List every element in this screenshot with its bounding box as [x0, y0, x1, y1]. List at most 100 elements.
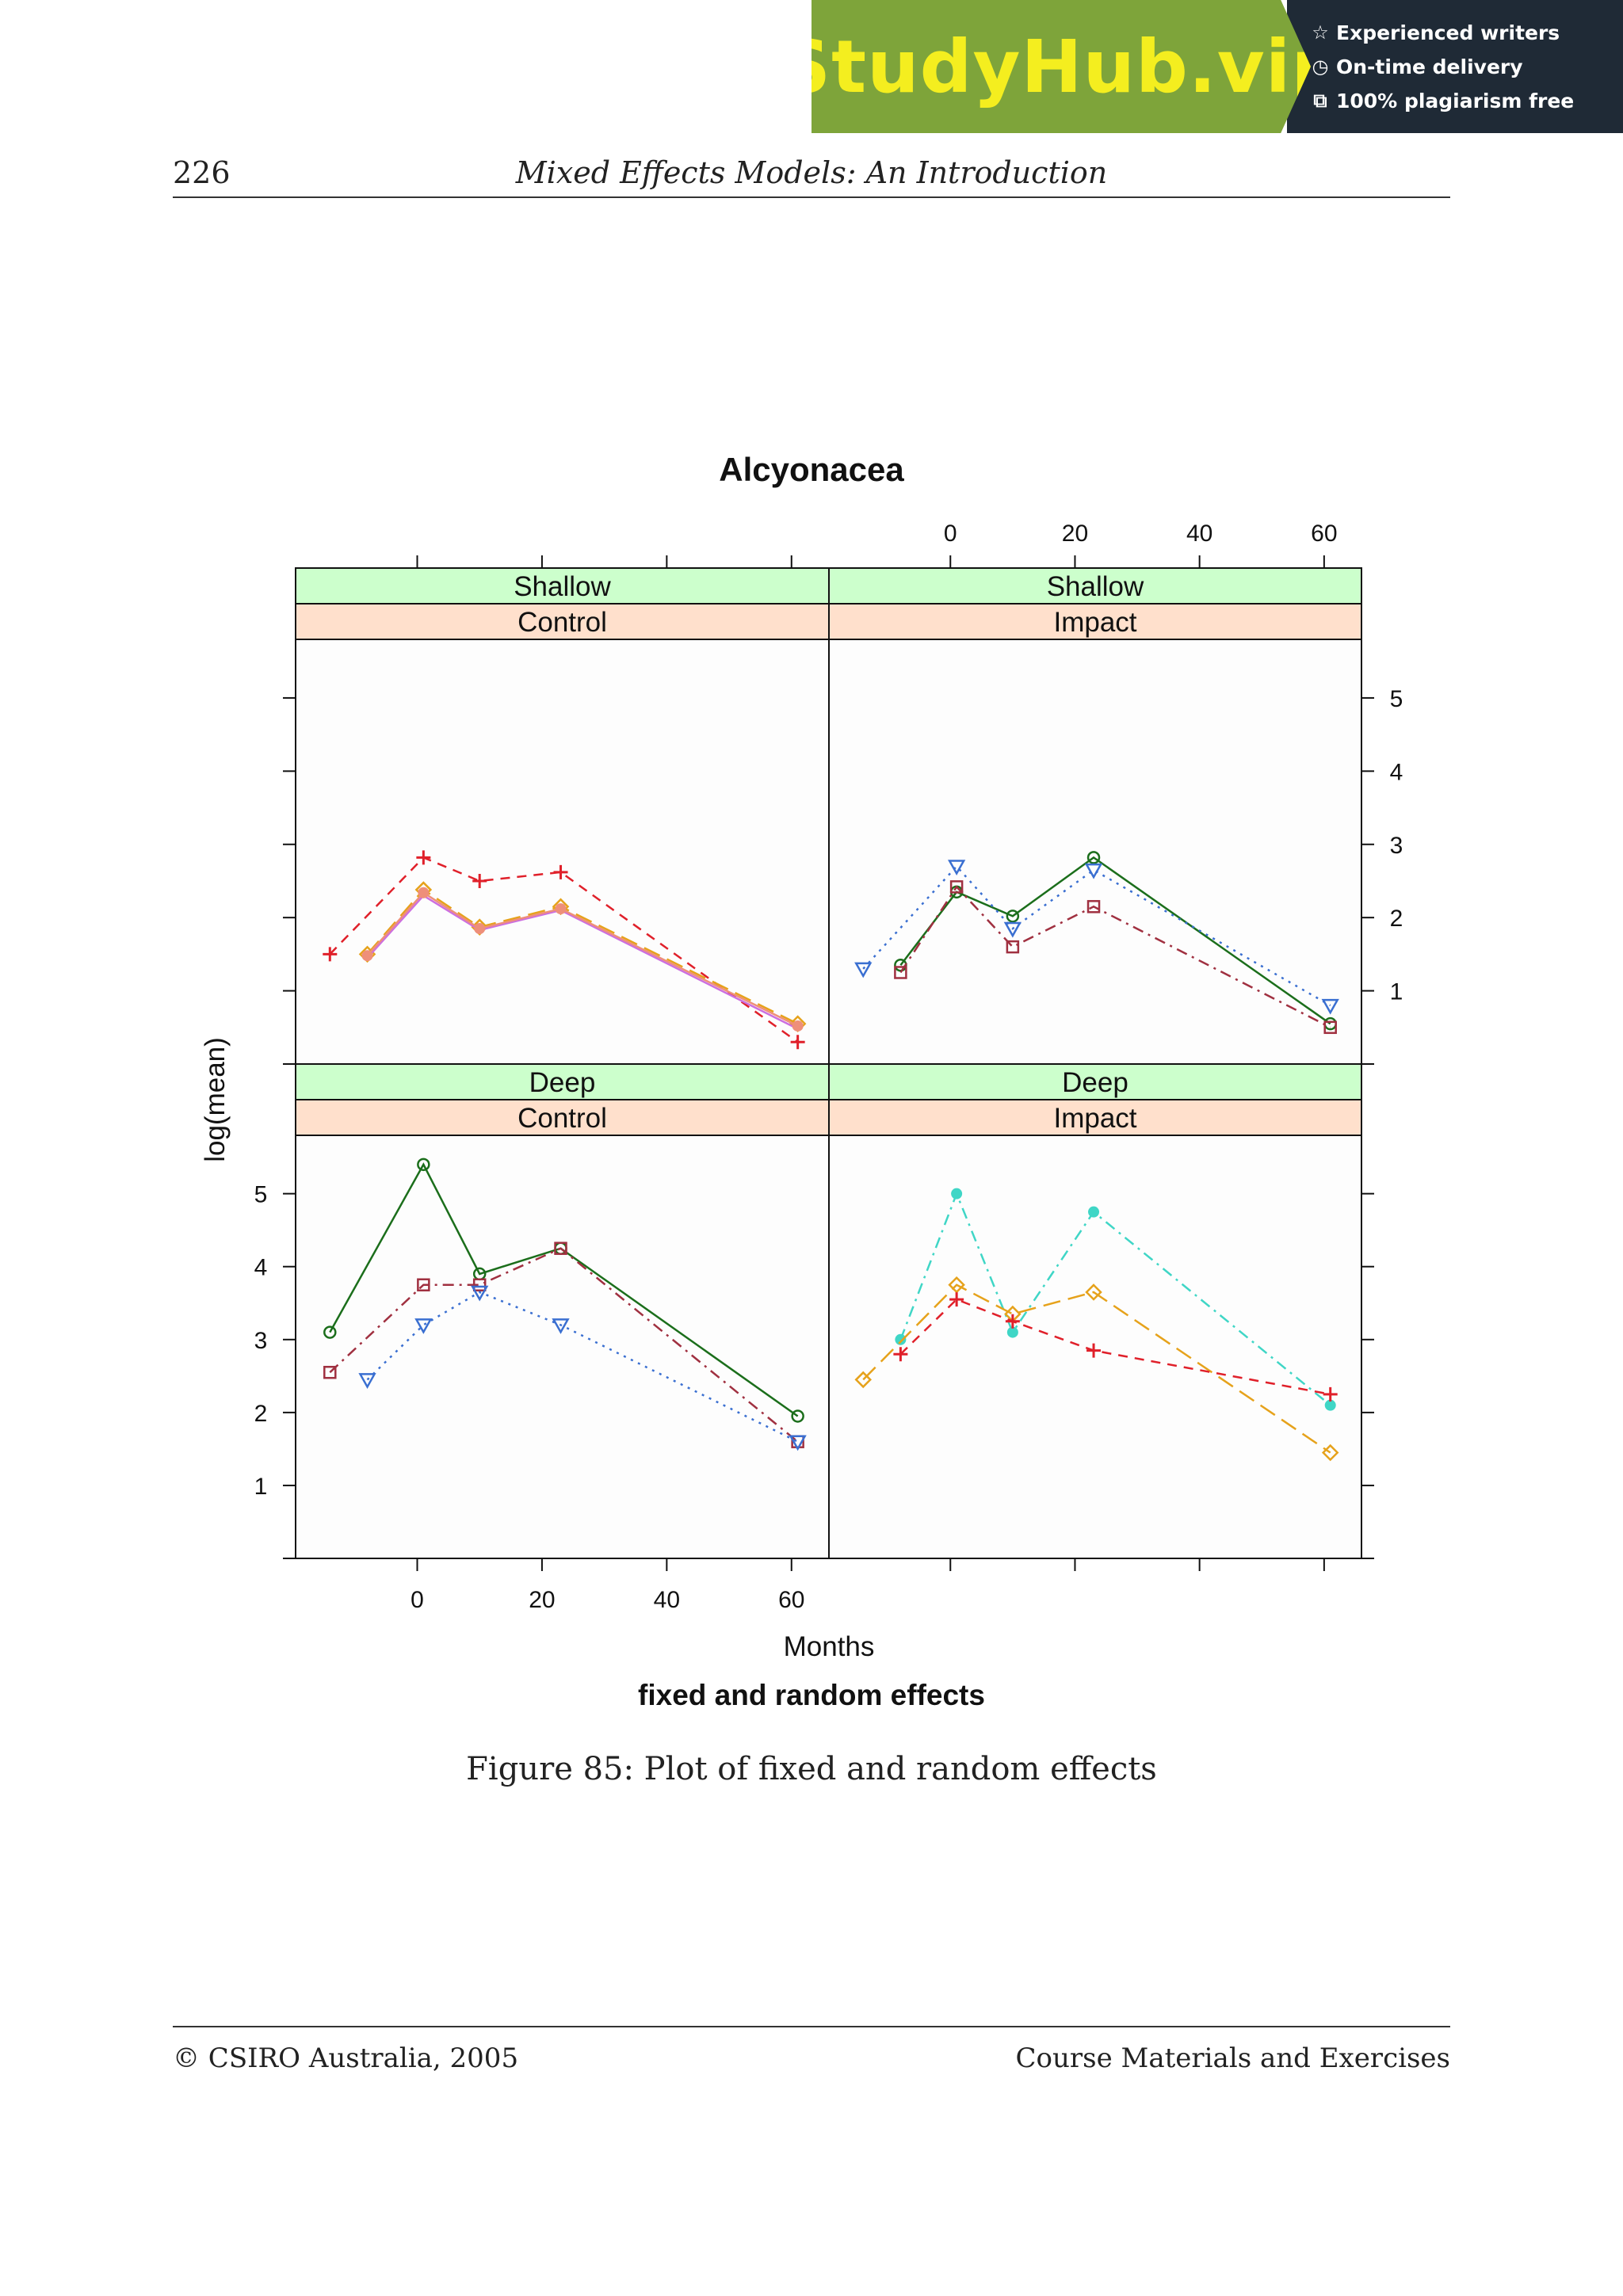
strip-bottom-label: Control [517, 607, 607, 638]
y-tick-label: 1 [254, 1474, 268, 1500]
series-line [366, 1291, 799, 1443]
panel-background [295, 639, 830, 1065]
data-point [949, 1292, 964, 1307]
series-line [862, 1283, 1331, 1454]
data-point [416, 850, 431, 865]
data-point [1003, 921, 1022, 938]
clock-icon: ◷ [1312, 55, 1329, 78]
data-point [1005, 1314, 1020, 1329]
data-point [1321, 998, 1339, 1015]
banner-logo-area[interactable]: StudyHub.vip [812, 0, 1311, 133]
data-point [893, 1347, 908, 1362]
data-point [1006, 910, 1020, 923]
strip-top-label: Deep [529, 1067, 596, 1098]
data-point [553, 864, 568, 879]
data-point [947, 860, 966, 876]
data-point [895, 1333, 907, 1345]
banner-feature: ◷ On-time delivery [1311, 55, 1623, 78]
panel-background [828, 1135, 1362, 1559]
data-point [361, 950, 373, 962]
series-line [862, 864, 1331, 1007]
data-point [555, 903, 567, 915]
data-point [1086, 900, 1101, 913]
strip-bottom [828, 603, 1362, 640]
data-point [417, 1158, 430, 1172]
strip-bottom-label: Control [517, 1103, 607, 1134]
trellis-chart: Alcyonacea fixed and random effects Months… [200, 451, 1403, 1711]
strip-bottom-label: Impact [1053, 1103, 1136, 1134]
series-line [329, 1247, 799, 1443]
strip-top-label: Shallow [514, 571, 611, 602]
figure-caption: Figure 85: Plot of fixed and random effe… [466, 1751, 1157, 1787]
data-point [552, 1318, 570, 1334]
star-icon: ☆ [1312, 21, 1329, 44]
data-point [790, 1035, 805, 1050]
data-point [1085, 1283, 1102, 1301]
data-point [791, 1409, 804, 1423]
y-tick-label: 2 [254, 1401, 268, 1427]
x-tick-label: 60 [778, 1587, 804, 1613]
data-point [472, 1278, 487, 1291]
data-point [789, 1435, 807, 1451]
data-point [854, 962, 873, 978]
strip-top [828, 567, 1362, 605]
data-point [951, 1188, 963, 1199]
data-point [1086, 1343, 1102, 1358]
data-point [554, 1241, 567, 1255]
strip-bottom [295, 603, 830, 640]
running-title: Mixed Effects Models: An Introduction [515, 155, 1108, 190]
data-point [949, 880, 964, 894]
copyright: © CSIRO Australia, 2005 [173, 2042, 519, 2074]
data-point [323, 1325, 337, 1339]
brand-logo-text: StudyHub.vip [777, 24, 1345, 109]
data-point [894, 966, 907, 979]
page-number: 226 [173, 155, 231, 190]
data-point [854, 1371, 872, 1389]
footer-rule [173, 2026, 1450, 2027]
y-tick-label: 2 [1390, 906, 1403, 932]
data-point [474, 923, 486, 935]
series-line [329, 1162, 799, 1417]
data-point [1321, 1444, 1339, 1462]
footer-course: Course Materials and Exercises [1015, 2042, 1450, 2074]
data-point [948, 1276, 965, 1294]
data-point [1084, 863, 1103, 879]
banner-features: ☆ Experienced writers ◷ On-time delivery… [1287, 0, 1623, 133]
strip-top-label: Deep [1062, 1067, 1128, 1098]
chart-title: Alcyonacea [719, 451, 904, 488]
data-point [323, 947, 338, 962]
strip-top [828, 1063, 1362, 1100]
data-point [792, 1020, 804, 1032]
chart-subtitle: fixed and random effects [638, 1679, 985, 1711]
series-line [329, 856, 799, 1043]
data-point [1324, 1399, 1336, 1411]
strip-bottom-label: Impact [1053, 607, 1136, 638]
banner-feature-label: Experienced writers [1336, 21, 1560, 44]
data-point [1006, 940, 1020, 954]
page-header: 226 Mixed Effects Models: An Introductio… [173, 155, 1450, 198]
data-point [1086, 851, 1101, 864]
strip-top-label: Shallow [1047, 571, 1144, 602]
strip-bottom [295, 1099, 830, 1136]
data-point [323, 1365, 337, 1379]
y-tick-label: 4 [1390, 759, 1403, 785]
data-point [418, 887, 430, 898]
strip-bottom [828, 1099, 1362, 1136]
y-tick-label: 4 [254, 1255, 268, 1281]
data-point [358, 1373, 376, 1389]
data-point [1323, 1020, 1337, 1035]
x-tick-label: 0 [944, 521, 957, 547]
x-tick-label: 40 [654, 1587, 680, 1613]
data-point [414, 1318, 433, 1334]
y-tick-label: 1 [1390, 979, 1403, 1005]
strip-top [295, 1063, 830, 1100]
x-tick-label: 0 [411, 1587, 424, 1613]
y-tick-label: 3 [1390, 833, 1403, 859]
data-point [471, 1285, 489, 1302]
banner-feature: ☆ Experienced writers [1311, 21, 1623, 44]
x-axis-label: Months [784, 1631, 875, 1662]
ad-banner[interactable]: StudyHub.vip ☆ Experienced writers ◷ On-… [812, 0, 1623, 133]
data-point [1323, 1386, 1338, 1402]
banner-feature-label: 100% plagiarism free [1336, 89, 1575, 113]
x-tick-label: 20 [529, 1587, 555, 1613]
